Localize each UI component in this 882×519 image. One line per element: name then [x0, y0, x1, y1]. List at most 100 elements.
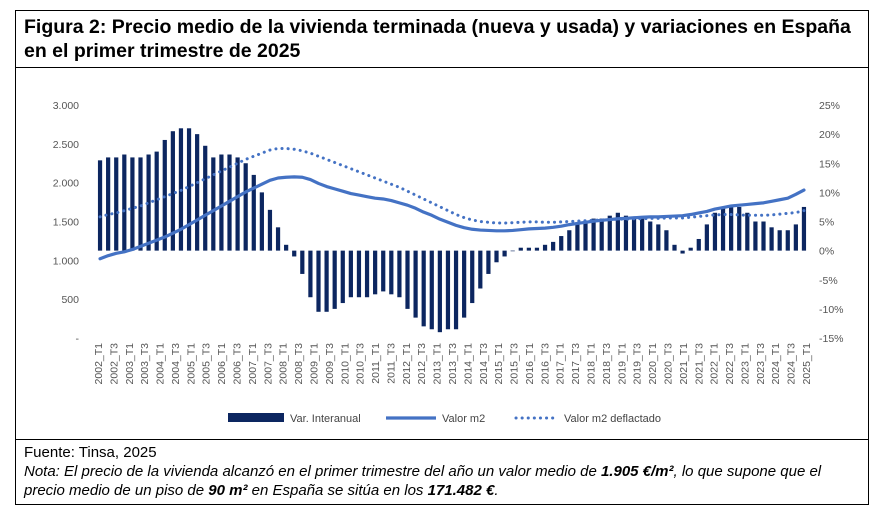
bar	[769, 227, 774, 251]
bar	[267, 209, 273, 251]
bar	[534, 247, 540, 251]
bar	[243, 163, 248, 251]
bar	[801, 206, 807, 251]
bar	[170, 131, 175, 251]
bar	[381, 250, 386, 292]
right-tick-label: 5%	[819, 217, 834, 229]
x-tick-label: 2010_T1	[339, 343, 351, 385]
left-tick-label: 2.000	[53, 178, 79, 190]
bar	[737, 206, 742, 251]
x-tick-label: 2017_T1	[555, 343, 567, 385]
note-part: 1.905 €/m²	[600, 463, 674, 480]
bar	[793, 224, 798, 251]
x-tick-label: 2007_T1	[247, 343, 259, 385]
chart-area: - 500 1.000 1.500 2.000 2.500 3.000 -15% -10% -5…	[16, 68, 868, 440]
left-tick-label: 1.500	[53, 217, 79, 229]
x-tick-label: 2013_T1	[432, 343, 444, 385]
bar	[348, 250, 353, 298]
bar	[478, 250, 483, 289]
bar	[526, 247, 531, 251]
x-tick-label: 2006_T1	[216, 343, 228, 385]
right-tick-label: -15%	[819, 333, 844, 345]
x-tick-label: 2023_T1	[739, 343, 751, 385]
bar	[777, 230, 782, 251]
line-valor-m2	[98, 175, 806, 261]
x-tick-label: 2012_T3	[416, 343, 428, 385]
bar	[591, 218, 596, 251]
bar	[599, 218, 604, 251]
bar	[186, 128, 192, 251]
bar	[567, 230, 572, 251]
left-axis: - 500 1.000 1.500 2.000 2.500 3.000	[53, 100, 80, 345]
legend: Var. Interanual Valor m2 Valor m2 deflacta…	[228, 413, 661, 425]
note-part: Nota: El precio de la vivienda alcanzó e…	[24, 463, 601, 480]
x-tick-label: 2005_T3	[201, 343, 213, 385]
x-tick-label: 2003_T1	[124, 343, 136, 385]
x-tick-label: 2012_T1	[401, 343, 413, 385]
title-box: Figura 2: Precio medio de la vivienda te…	[16, 11, 868, 68]
right-tick-label: 25%	[819, 100, 840, 112]
legend-label: Valor m2 deflactado	[564, 413, 661, 425]
x-axis: 2002_T1 2002_T3 2003_T1 2003_T3 2004_T1 2004_…	[93, 343, 813, 385]
bar	[292, 250, 297, 257]
bar	[122, 154, 127, 251]
figure-title: Figura 2: Precio medio de la vivienda te…	[24, 16, 851, 62]
x-tick-label: 2011_T3	[385, 343, 397, 384]
bar	[316, 250, 321, 312]
bar-series-var-interanual	[97, 128, 807, 333]
bar	[364, 250, 370, 298]
x-tick-label: 2020_T1	[647, 343, 659, 385]
x-tick-label: 2024_T3	[786, 343, 798, 385]
x-tick-label: 2005_T1	[185, 343, 197, 385]
footer: Fuente: Tinsa, 2025 Nota: El precio de l…	[16, 439, 868, 506]
bar	[324, 250, 329, 312]
right-axis: -15% -10% -5% 0% 5% 10% 15% 20% 25%	[819, 100, 844, 345]
x-tick-label: 2015_T3	[509, 343, 521, 385]
x-tick-label: 2013_T3	[447, 343, 459, 385]
bar	[680, 250, 685, 254]
bar	[437, 250, 442, 333]
note-part: , lo que supone que el precio medio de u…	[24, 463, 822, 499]
bar	[154, 151, 159, 251]
bar	[453, 250, 459, 330]
left-tick-label: 2.500	[53, 139, 79, 151]
bar	[696, 238, 701, 251]
x-tick-label: 2021_T1	[678, 343, 690, 385]
bar	[494, 250, 499, 263]
bar	[259, 192, 264, 251]
x-tick-label: 2019_T1	[616, 343, 628, 385]
bar	[445, 250, 451, 330]
bar	[470, 250, 475, 304]
left-tick-label: 3.000	[53, 100, 79, 112]
x-tick-label: 2009_T3	[324, 343, 336, 385]
x-tick-label: 2025_T1	[801, 343, 813, 385]
legend-label: Valor m2	[442, 413, 485, 425]
x-tick-label: 2007_T3	[262, 343, 274, 385]
x-tick-label: 2008_T1	[278, 343, 290, 385]
bar	[720, 206, 726, 251]
bar	[114, 157, 119, 251]
left-tick-label: 1.000	[53, 255, 79, 267]
bar	[203, 145, 208, 251]
x-tick-label: 2014_T3	[478, 343, 490, 385]
x-tick-label: 2019_T3	[632, 343, 644, 385]
bar	[211, 157, 216, 251]
bar	[356, 250, 362, 298]
legend-label: Var. Interanual	[290, 413, 361, 425]
legend-swatch-bars	[228, 413, 284, 422]
bar	[462, 250, 467, 318]
x-tick-label: 2017_T3	[570, 343, 582, 385]
bar	[607, 215, 612, 251]
x-tick-label: 2010_T3	[355, 343, 367, 385]
x-tick-label: 2006_T3	[232, 343, 244, 385]
x-tick-label: 2024_T1	[770, 343, 782, 385]
x-tick-label: 2004_T1	[155, 343, 167, 385]
x-tick-label: 2003_T3	[139, 343, 151, 385]
line-valor-m2-deflactado	[98, 146, 806, 225]
bar	[389, 250, 394, 295]
left-tick-label: -	[76, 333, 80, 345]
right-tick-label: 0%	[819, 246, 834, 258]
bar	[640, 218, 645, 251]
bar	[130, 157, 135, 251]
line-series	[98, 146, 806, 261]
